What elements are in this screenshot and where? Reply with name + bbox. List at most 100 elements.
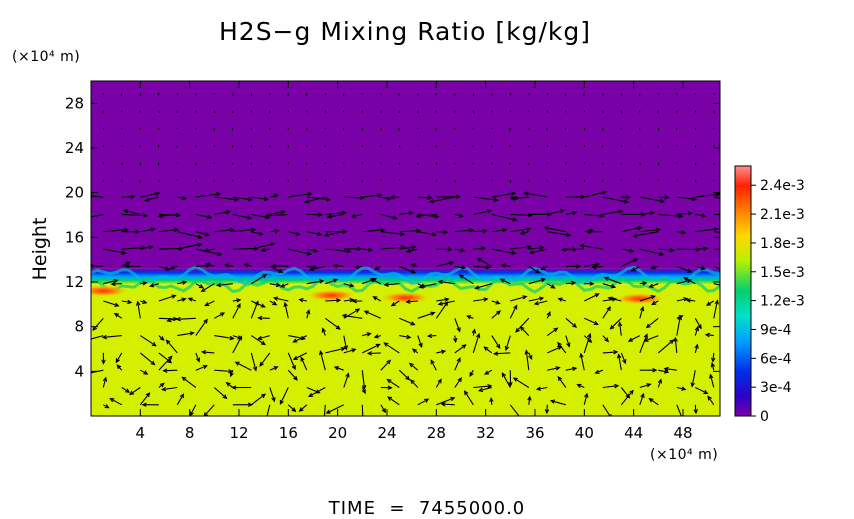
- wind-arrow-head: [150, 360, 156, 366]
- wind-arrow-head: [512, 377, 518, 382]
- wind-arrow: [528, 265, 540, 274]
- wind-arrow-head: [332, 263, 338, 268]
- wind-arrow-head: [526, 244, 533, 250]
- wind-arrow: [528, 297, 544, 302]
- field-layer-lower: [91, 284, 720, 416]
- wind-arrow-head: [623, 199, 629, 204]
- wind-arrow: [610, 317, 622, 330]
- x-axis-unit: (×10⁴ m): [650, 447, 718, 463]
- wind-arrow-head: [595, 262, 601, 267]
- wind-arrow-head: [458, 274, 464, 279]
- wind-arrow: [438, 300, 455, 305]
- wind-arrow: [639, 228, 660, 233]
- wind-arrow: [158, 294, 176, 302]
- wind-arrow: [602, 110, 604, 114]
- wind-arrow-head: [508, 381, 513, 388]
- wind-arrow: [565, 162, 567, 165]
- wind-arrow-head: [648, 283, 654, 288]
- wind-arrow-head: [559, 208, 566, 214]
- wind-arrow-head: [572, 366, 578, 372]
- wind-arrow: [546, 327, 558, 337]
- wind-arrow-head: [205, 232, 211, 237]
- wind-arrow-head: [203, 248, 209, 253]
- wind-arrow: [583, 145, 586, 148]
- wind-arrow: [436, 397, 455, 406]
- wind-arrow: [501, 372, 511, 388]
- wind-arrow-head: [430, 311, 436, 316]
- wind-arrow-head: [408, 362, 414, 368]
- wind-arrow-head: [430, 359, 435, 365]
- wind-arrow: [232, 303, 241, 319]
- wind-arrow: [691, 370, 696, 387]
- wind-arrow: [602, 335, 609, 342]
- wind-arrow: [325, 248, 351, 253]
- wind-arrow-head: [303, 199, 310, 204]
- wind-arrow: [639, 307, 644, 319]
- wind-arrow-head: [343, 345, 349, 351]
- wind-arrow: [103, 300, 119, 307]
- wind-arrow-head: [215, 282, 222, 288]
- wind-arrow-head: [157, 213, 163, 219]
- wind-arrow: [406, 300, 418, 303]
- wind-arrow-head: [142, 281, 148, 286]
- wind-arrow: [683, 277, 696, 285]
- wind-arrow: [299, 404, 308, 412]
- wind-arrow: [454, 358, 461, 371]
- wind-arrow: [546, 93, 549, 96]
- wind-arrow-head: [709, 373, 714, 379]
- heatmap-plot-area: [91, 81, 720, 416]
- wind-arrow: [472, 333, 480, 354]
- wind-arrow-head: [664, 195, 670, 200]
- wind-arrow-head: [325, 197, 332, 202]
- wind-arrow-head: [231, 385, 237, 390]
- wind-arrow: [534, 300, 548, 305]
- wind-arrow-head: [447, 247, 453, 252]
- wind-arrow: [473, 196, 498, 201]
- wind-arrow-head: [259, 361, 264, 367]
- x-tick-label: 12: [229, 424, 248, 442]
- wind-arrow: [709, 374, 715, 388]
- wind-arrow: [189, 404, 197, 416]
- wind-arrow-head: [260, 340, 266, 346]
- wind-arrow-head: [703, 389, 709, 394]
- wind-arrow-head: [345, 372, 350, 378]
- wind-arrow-head: [607, 414, 612, 416]
- wind-arrow-head: [650, 265, 656, 270]
- wind-arrow-head: [115, 358, 120, 364]
- wind-arrow: [547, 231, 571, 236]
- wind-arrow: [217, 283, 233, 286]
- wind-arrow-head: [264, 213, 270, 218]
- wind-arrow-head: [200, 287, 206, 293]
- wind-arrow: [509, 127, 511, 131]
- wind-arrow-head: [487, 383, 493, 389]
- wind-arrow: [501, 264, 511, 267]
- wind-arrow: [269, 194, 278, 198]
- wind-arrow: [380, 196, 391, 200]
- wind-arrow: [491, 335, 501, 349]
- wind-arrow-head: [305, 309, 311, 315]
- wind-arrow-head: [229, 372, 234, 378]
- wind-arrow-head: [611, 284, 617, 289]
- wind-arrow: [580, 244, 603, 250]
- wind-arrow-head: [639, 305, 645, 312]
- wind-arrow: [644, 335, 659, 342]
- wind-arrow: [91, 369, 104, 374]
- wind-arrow-head: [603, 276, 609, 281]
- wind-arrow: [565, 282, 576, 285]
- wind-arrow: [114, 313, 123, 319]
- wind-arrow-head: [325, 409, 331, 414]
- wind-arrow: [513, 377, 530, 388]
- wind-arrow-head: [443, 229, 449, 235]
- wind-arrow: [676, 404, 682, 416]
- wind-arrow-head: [229, 335, 235, 341]
- wind-arrow: [251, 300, 265, 308]
- wind-arrow: [398, 127, 400, 131]
- wind-arrow: [177, 243, 202, 250]
- wind-arrow: [473, 265, 490, 269]
- wind-arrow-head: [643, 337, 649, 342]
- wind-arrow: [362, 343, 380, 354]
- wind-arrow-head: [150, 227, 157, 232]
- wind-arrow: [557, 376, 567, 388]
- wind-arrow-head: [589, 281, 595, 286]
- wind-arrow: [284, 302, 289, 319]
